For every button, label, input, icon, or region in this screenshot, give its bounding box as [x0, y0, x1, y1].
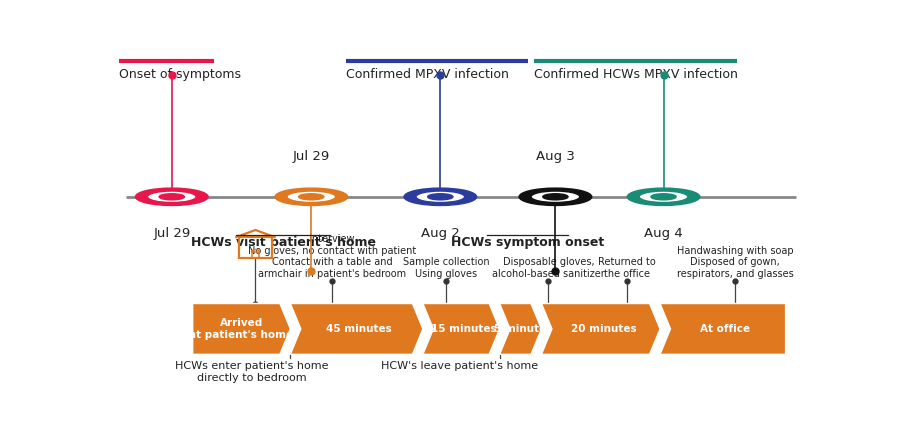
- Ellipse shape: [136, 188, 208, 205]
- Text: Sample collection
Using gloves: Sample collection Using gloves: [402, 257, 490, 279]
- Ellipse shape: [275, 188, 347, 205]
- Text: Aug 4: Aug 4: [644, 227, 683, 240]
- Text: 45 minutes: 45 minutes: [327, 324, 392, 334]
- Text: Onset of symptoms: Onset of symptoms: [120, 68, 241, 81]
- Text: Aug 2: Aug 2: [421, 227, 460, 240]
- Ellipse shape: [627, 188, 700, 205]
- Ellipse shape: [287, 191, 336, 202]
- Polygon shape: [291, 304, 423, 354]
- Text: Returned to
the office: Returned to the office: [598, 257, 656, 279]
- Text: Handwashing with soap
Disposed of gown,
respirators, and glasses: Handwashing with soap Disposed of gown, …: [677, 246, 794, 279]
- Text: HCW's leave patient's home: HCW's leave patient's home: [381, 361, 537, 371]
- Polygon shape: [500, 304, 542, 354]
- Text: Jul 29: Jul 29: [153, 227, 191, 240]
- Ellipse shape: [428, 194, 453, 200]
- Polygon shape: [193, 304, 291, 354]
- Text: 5 minutes: 5 minutes: [494, 324, 553, 334]
- Ellipse shape: [159, 194, 184, 200]
- Text: Confirmed MPXV infection: Confirmed MPXV infection: [346, 68, 509, 81]
- Ellipse shape: [639, 191, 688, 202]
- Text: HCWs symptom onset: HCWs symptom onset: [451, 236, 604, 249]
- Text: HCWs enter patient's home
directly to bedroom: HCWs enter patient's home directly to be…: [176, 361, 328, 383]
- Polygon shape: [542, 304, 660, 354]
- Ellipse shape: [299, 194, 324, 200]
- Ellipse shape: [404, 188, 477, 205]
- Text: Arrived
at patient's home: Arrived at patient's home: [190, 318, 293, 340]
- Text: HCWs visit patient’s home: HCWs visit patient’s home: [191, 236, 376, 249]
- Ellipse shape: [531, 191, 580, 202]
- Text: Interview
No gloves, no contact with patient
Contact with a table and
armchair i: Interview No gloves, no contact with pat…: [248, 234, 417, 279]
- Text: Confirmed HCWs MPXV infection: Confirmed HCWs MPXV infection: [535, 68, 738, 81]
- Text: At office: At office: [700, 324, 751, 334]
- Text: Disposable gloves,
alcohol-based sanitizer: Disposable gloves, alcohol-based sanitiz…: [492, 257, 605, 279]
- Polygon shape: [660, 304, 786, 354]
- Ellipse shape: [519, 188, 591, 205]
- Text: 15 minutes: 15 minutes: [431, 324, 497, 334]
- Text: 20 minutes: 20 minutes: [571, 324, 636, 334]
- Text: Jul 29: Jul 29: [292, 150, 330, 163]
- Ellipse shape: [416, 191, 464, 202]
- Text: Aug 3: Aug 3: [536, 150, 575, 163]
- Ellipse shape: [651, 194, 676, 200]
- Polygon shape: [423, 304, 500, 354]
- Ellipse shape: [148, 191, 196, 202]
- Ellipse shape: [543, 194, 568, 200]
